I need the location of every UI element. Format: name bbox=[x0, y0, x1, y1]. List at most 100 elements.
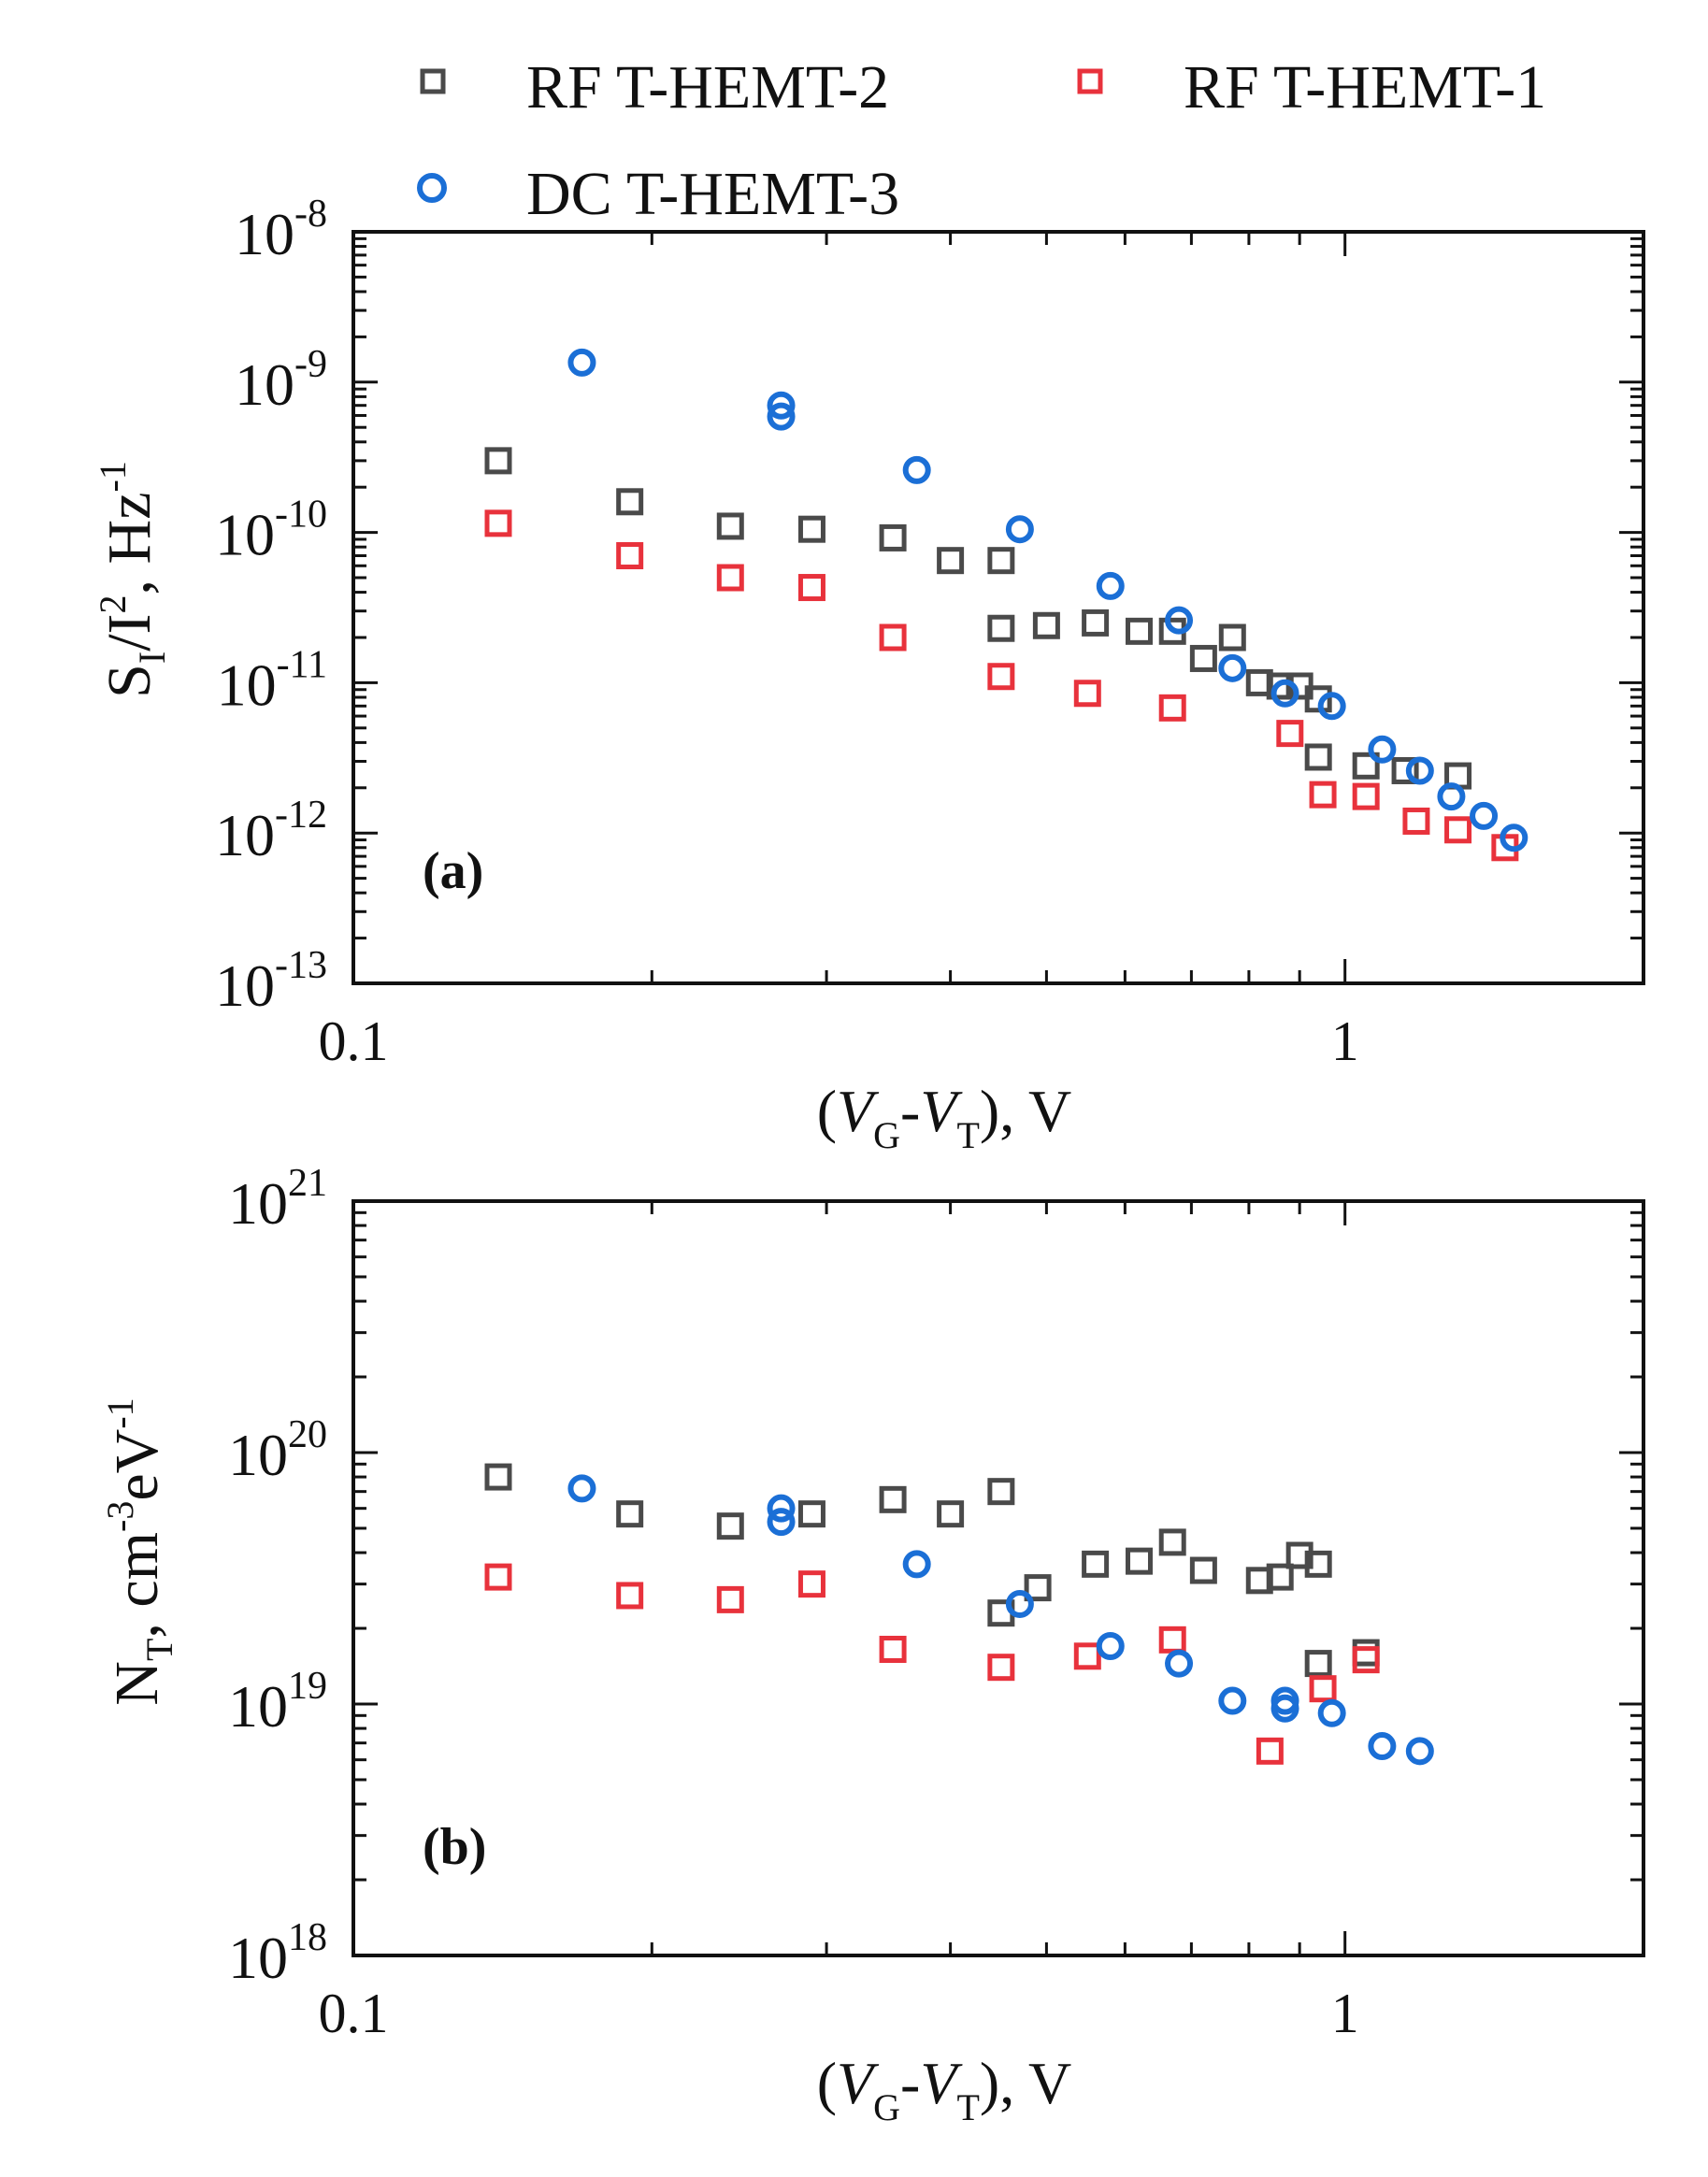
point-rf2 bbox=[797, 1500, 825, 1528]
legend-marker-dc3 bbox=[417, 173, 447, 203]
panel-b-x-axis-title: (VG-VT), V bbox=[817, 2050, 1072, 2128]
point-rf2 bbox=[1304, 1650, 1332, 1678]
point-dc3 bbox=[902, 1550, 931, 1579]
y-tick-label: 10-8 bbox=[235, 193, 327, 267]
panel-b-label: (b) bbox=[423, 1818, 486, 1876]
point-rf2 bbox=[484, 447, 512, 475]
point-rf2 bbox=[937, 1500, 965, 1528]
point-dc3 bbox=[1270, 679, 1299, 708]
point-dc3 bbox=[1500, 824, 1529, 852]
point-rf2 bbox=[1285, 1541, 1313, 1569]
point-dc3 bbox=[1005, 515, 1034, 544]
point-rf1 bbox=[1073, 680, 1101, 708]
point-rf1 bbox=[484, 1563, 512, 1591]
point-rf2 bbox=[1266, 1563, 1294, 1591]
point-rf2 bbox=[1082, 1550, 1110, 1578]
point-dc3 bbox=[767, 1494, 796, 1523]
point-dc3 bbox=[1437, 782, 1466, 811]
plot-frame bbox=[352, 230, 1645, 985]
point-rf1 bbox=[484, 509, 512, 537]
point-rf1 bbox=[716, 1585, 744, 1613]
legend-marker-rf2 bbox=[420, 68, 446, 94]
point-rf1 bbox=[1073, 1642, 1101, 1670]
point-rf2 bbox=[484, 1463, 512, 1491]
point-rf1 bbox=[1309, 781, 1337, 809]
point-dc3 bbox=[1470, 801, 1499, 830]
y-tick-label: 1020 bbox=[228, 1413, 327, 1488]
point-rf2 bbox=[1125, 1547, 1153, 1575]
panel-a: 0.1 1 10-8 10-9 10-10 10-11 10-12 10-13 (a) (VG… bbox=[92, 193, 1645, 1156]
point-rf1 bbox=[797, 574, 825, 602]
point-rf2 bbox=[1352, 752, 1380, 780]
point-rf1 bbox=[987, 663, 1015, 691]
y-tick-label: 1021 bbox=[228, 1162, 327, 1237]
y-tick-label: 10-10 bbox=[215, 494, 327, 568]
point-rf1 bbox=[716, 564, 744, 592]
legend-label-dc3: DC T-HEMT-3 bbox=[526, 160, 899, 228]
point-rf1 bbox=[797, 1570, 825, 1598]
point-rf1 bbox=[879, 623, 907, 652]
point-rf2 bbox=[987, 614, 1015, 642]
point-rf2 bbox=[716, 512, 744, 540]
point-rf1 bbox=[1158, 1626, 1186, 1654]
point-rf2 bbox=[1352, 1639, 1380, 1667]
point-rf2 bbox=[1304, 743, 1332, 771]
point-rf2 bbox=[797, 515, 825, 543]
panel-b-tick-labels: 0.1 1 1021 1020 1019 1018 bbox=[228, 1162, 1359, 2044]
point-dc3 bbox=[1005, 1589, 1034, 1618]
point-rf2 bbox=[1082, 609, 1110, 637]
point-rf1 bbox=[1352, 782, 1380, 810]
y-tick-label: 10-13 bbox=[215, 944, 327, 1019]
point-rf2 bbox=[1125, 617, 1153, 645]
plot-frame bbox=[352, 1199, 1645, 1957]
x-tick-label: 0.1 bbox=[319, 1010, 389, 1072]
point-rf2 bbox=[716, 1512, 744, 1540]
panel-b-y-axis-title: NT, cm-3eV-1 bbox=[99, 1397, 180, 1705]
point-rf1 bbox=[1444, 816, 1472, 844]
point-rf2 bbox=[1218, 623, 1246, 652]
point-dc3 bbox=[1218, 1686, 1247, 1715]
point-rf2 bbox=[987, 1478, 1015, 1506]
point-rf1 bbox=[1402, 807, 1430, 835]
point-rf1 bbox=[616, 1582, 644, 1610]
point-dc3 bbox=[1368, 1732, 1397, 1761]
point-rf2 bbox=[616, 488, 644, 516]
point-rf2 bbox=[937, 547, 965, 575]
legend-marker-rf1 bbox=[1077, 68, 1103, 94]
point-rf1 bbox=[1352, 1646, 1380, 1674]
point-dc3 bbox=[567, 1474, 596, 1503]
point-dc3 bbox=[1368, 735, 1397, 764]
x-tick-label: 1 bbox=[1331, 1010, 1359, 1072]
point-dc3 bbox=[1096, 1632, 1125, 1661]
legend-label-rf2: RF T-HEMT-2 bbox=[526, 53, 889, 122]
panel-b: 0.1 1 1021 1020 1019 1018 (b) (VG-VT), V NT, … bbox=[99, 1162, 1645, 2128]
point-rf2 bbox=[987, 547, 1015, 575]
panel-a-label: (a) bbox=[423, 842, 483, 900]
panel-a-tick-labels: 0.1 1 10-8 10-9 10-10 10-11 10-12 10-13 bbox=[215, 193, 1359, 1072]
point-rf2 bbox=[1189, 644, 1217, 672]
point-rf1 bbox=[1309, 1675, 1337, 1703]
panel-b-ticks bbox=[352, 1199, 1645, 1957]
point-rf1 bbox=[1256, 1737, 1284, 1765]
panel-b-points bbox=[484, 1463, 1434, 1766]
y-tick-label: 10-9 bbox=[235, 343, 327, 418]
point-rf1 bbox=[879, 1635, 907, 1663]
point-rf1 bbox=[1276, 720, 1304, 748]
panel-a-y-axis-title: SI/I2, Hz-1 bbox=[92, 461, 173, 698]
point-dc3 bbox=[767, 1508, 796, 1537]
point-rf2 bbox=[1032, 611, 1060, 639]
point-rf2 bbox=[879, 523, 907, 551]
point-dc3 bbox=[1165, 1649, 1194, 1678]
y-tick-label: 1018 bbox=[228, 1916, 327, 1991]
point-dc3 bbox=[1405, 1737, 1434, 1766]
point-dc3 bbox=[767, 391, 796, 420]
panel-a-ticks bbox=[352, 230, 1645, 985]
point-rf2 bbox=[879, 1485, 907, 1513]
point-rf2 bbox=[1391, 756, 1419, 784]
point-rf2 bbox=[1189, 1556, 1217, 1584]
x-tick-label: 1 bbox=[1331, 1983, 1359, 2044]
panel-a-points bbox=[484, 348, 1529, 862]
point-dc3 bbox=[1096, 571, 1125, 600]
point-rf2 bbox=[1304, 685, 1332, 713]
